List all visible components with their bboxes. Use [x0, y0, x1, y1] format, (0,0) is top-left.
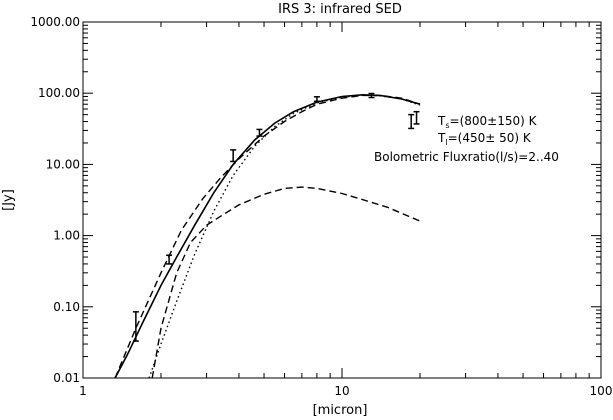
axis-tick-labels: 1 10 100 0.01 0.10 1.00 10.00 100.00 1000.00: [30, 15, 612, 398]
annotation-2: Tl=(450± 50) K: [437, 131, 532, 147]
y-tick-label: 0.01: [53, 371, 80, 385]
series-line-1-solid: [114, 93, 421, 379]
error-bar: [230, 149, 237, 163]
error-bar: [368, 92, 375, 99]
x-tick-label: 1: [79, 384, 87, 398]
error-bar: [256, 128, 263, 137]
y-tick-label: 100.00: [38, 86, 80, 100]
axis-ticks: [82, 22, 601, 379]
x-tick-label: 10: [334, 384, 349, 398]
chart-annotations: Ts=(800±150) KTl=(450± 50) K Bolometric F…: [374, 114, 559, 164]
error-bars: [132, 92, 420, 342]
error-bar: [408, 113, 415, 130]
annotation-3: Bolometric Fluxratio(l/s)=2..40: [374, 150, 559, 164]
plot-frame: [82, 21, 602, 379]
y-tick-label: 1000.00: [30, 15, 80, 29]
error-bar: [132, 311, 139, 342]
x-axis-label: [micron]: [313, 403, 368, 418]
error-bar: [313, 96, 320, 103]
error-bar: [166, 254, 173, 265]
series-line-4-dashed: [151, 186, 421, 379]
annotation-1: Ts=(800±150) K: [437, 114, 538, 130]
series-line-2-dotted: [148, 94, 421, 379]
x-tick-label: 100: [590, 384, 613, 398]
y-axis-label: [Jy]: [1, 189, 16, 211]
y-tick-label: 1.00: [53, 229, 80, 243]
chart-title: IRS 3: infrared SED: [278, 2, 402, 17]
series-line-3-dashed: [114, 94, 421, 379]
error-bar: [413, 110, 420, 125]
y-tick-label: 10.00: [46, 157, 80, 171]
y-tick-label: 0.10: [53, 300, 80, 314]
model-curves: [114, 93, 421, 379]
